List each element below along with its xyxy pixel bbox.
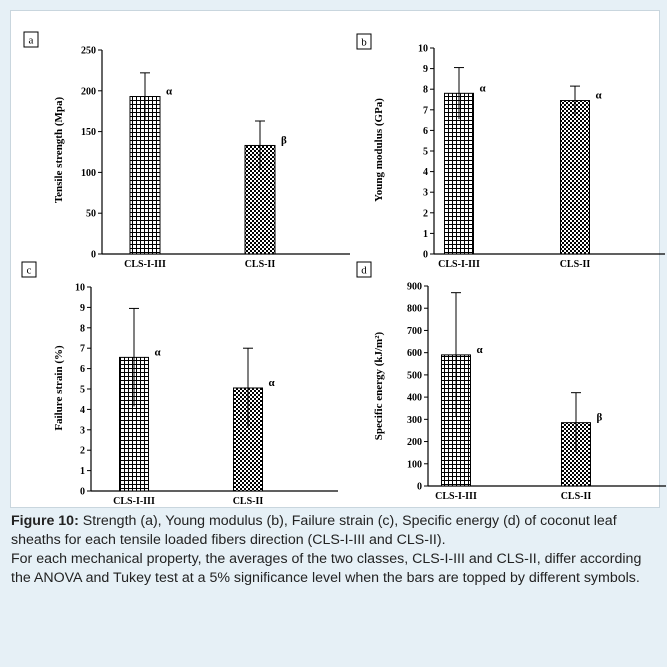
y-tick-label: 7 <box>423 105 428 116</box>
y-tick-label: 600 <box>407 348 422 359</box>
y-tick-label: 200 <box>81 86 96 97</box>
y-tick-label: 10 <box>75 283 85 294</box>
y-tick-label: 5 <box>423 147 428 158</box>
bar <box>129 96 161 255</box>
y-tick-label: 0 <box>423 250 428 261</box>
x-tick-label: CLS-I-III <box>435 491 477 502</box>
significance-letter: β <box>597 412 603 424</box>
y-tick-label: 1 <box>423 229 428 240</box>
panel-label: d <box>361 265 367 277</box>
y-tick-label: 900 <box>407 282 422 293</box>
panel-label: c <box>27 265 32 277</box>
x-tick-label: CLS-II <box>560 259 591 270</box>
y-tick-label: 200 <box>407 437 422 448</box>
y-axis-label: Tensile strength (Mpa) <box>53 96 65 203</box>
x-tick-label: CLS-I-III <box>113 496 155 507</box>
caption-text: Strength (a), Young modulus (b), Failure… <box>11 513 617 548</box>
panel-label-box <box>21 261 37 278</box>
bar <box>444 92 474 255</box>
significance-letter: α <box>480 82 487 94</box>
panel-label-box <box>356 33 372 50</box>
significance-letter: α <box>155 346 162 358</box>
caption-label: Figure 10: <box>11 513 79 529</box>
y-tick-label: 6 <box>80 364 85 375</box>
significance-letter: α <box>269 377 276 389</box>
y-tick-label: 300 <box>407 415 422 426</box>
y-tick-label: 3 <box>80 425 85 436</box>
y-tick-label: 4 <box>423 167 428 178</box>
y-tick-label: 7 <box>80 344 85 355</box>
y-tick-label: 3 <box>423 188 428 199</box>
significance-letter: α <box>477 344 484 356</box>
x-tick-label: CLS-II <box>233 496 264 507</box>
y-tick-label: 0 <box>91 250 96 261</box>
x-tick-label: CLS-II <box>561 491 592 502</box>
y-tick-label: 500 <box>407 370 422 381</box>
y-tick-label: 4 <box>80 405 85 416</box>
y-tick-label: 9 <box>423 64 428 75</box>
y-tick-label: 2 <box>80 446 85 457</box>
figure-caption: Figure 10: Strength (a), Young modulus (… <box>11 512 656 588</box>
significance-letter: α <box>596 90 603 102</box>
x-tick-label: CLS-I-III <box>438 259 480 270</box>
panel-label-box <box>356 261 372 278</box>
significance-letter: α <box>166 86 173 98</box>
y-tick-label: 50 <box>86 209 96 220</box>
y-tick-label: 6 <box>423 126 428 137</box>
x-tick-label: CLS-I-III <box>124 259 166 270</box>
y-axis-label: Specific energy (kJ/m²) <box>373 331 385 440</box>
y-tick-label: 2 <box>423 208 428 219</box>
bar <box>441 354 471 487</box>
y-tick-label: 100 <box>81 168 96 179</box>
significance-letter: β <box>281 134 287 146</box>
y-tick-label: 9 <box>80 303 85 314</box>
y-axis-label: Young modulus (GPa) <box>373 98 385 202</box>
y-tick-label: 150 <box>81 127 96 138</box>
y-tick-label: 8 <box>80 323 85 334</box>
y-tick-label: 5 <box>80 385 85 396</box>
figure-panel <box>10 10 660 508</box>
y-tick-label: 8 <box>423 85 428 96</box>
y-tick-label: 100 <box>407 459 422 470</box>
bar <box>560 100 590 255</box>
panel-label-box <box>23 31 39 48</box>
y-tick-label: 0 <box>80 487 85 498</box>
y-tick-label: 10 <box>418 44 428 55</box>
caption-note: For each mechanical property, the averag… <box>11 551 642 586</box>
y-tick-label: 400 <box>407 393 422 404</box>
y-axis-label: Failure strain (%) <box>53 345 65 431</box>
y-tick-label: 1 <box>80 466 85 477</box>
panel-label: a <box>29 35 34 47</box>
y-tick-label: 0 <box>417 482 422 493</box>
panel-label: b <box>361 37 367 49</box>
y-tick-label: 700 <box>407 326 422 337</box>
y-tick-label: 250 <box>81 46 96 57</box>
y-tick-label: 800 <box>407 304 422 315</box>
x-tick-label: CLS-II <box>245 259 276 270</box>
